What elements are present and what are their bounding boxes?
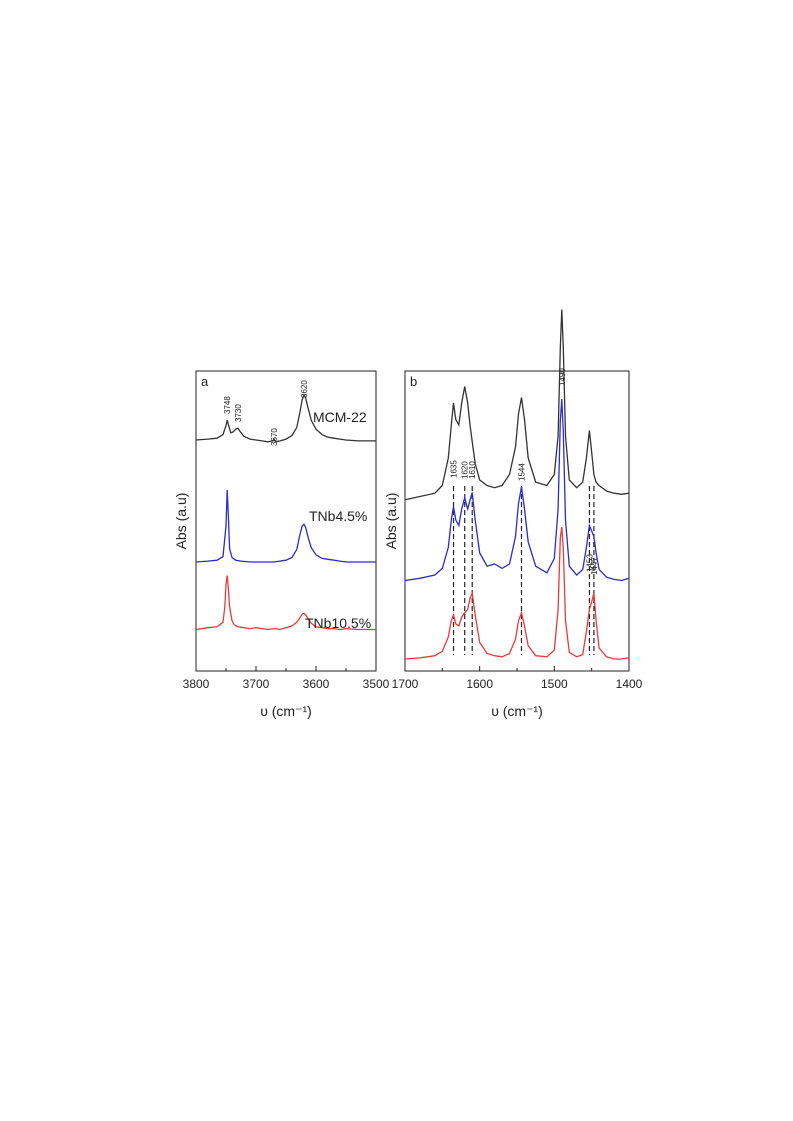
x-tick-label-a-0: 3800: [183, 677, 210, 691]
panel-b-label: b: [410, 374, 417, 389]
series-line-b-2: [404, 526, 630, 660]
panel-a-y-axis-label: Abs (a.u): [173, 493, 189, 550]
panel-a-label: a: [201, 374, 209, 389]
x-tick-label-b-0: 1700: [392, 677, 419, 691]
panel-b-y-axis-label: Abs (a.u): [383, 493, 399, 550]
panel-a-peak-labels: 3748 3730 3670 3620: [223, 380, 309, 446]
x-tick-label-b-1: 1600: [466, 677, 493, 691]
series-line-a-2: [195, 575, 376, 631]
panel-b-x-axis-label: υ (cm⁻¹): [491, 703, 543, 719]
x-tick-label-a-3: 3500: [363, 677, 390, 691]
peak-label-a-3670: 3670: [270, 428, 279, 446]
peak-label-b-1453: 1453: [585, 554, 594, 572]
panel-b-peak-markers: [452, 486, 595, 655]
peak-label-b-1447: 1447: [590, 557, 599, 575]
peak-label-a-3730: 3730: [234, 404, 243, 422]
series-label-tnb45: TNb4.5%: [309, 508, 367, 524]
peak-label-b-1635: 1635: [450, 460, 459, 478]
panel-a-spectra: [195, 393, 376, 631]
peak-label-a-3748: 3748: [223, 396, 232, 414]
series-line-b-0: [404, 309, 630, 501]
panel-a: a 3748 3730 3670 3620 MCM-22 TNb4.5% TNb10.…: [173, 370, 390, 719]
panel-a-x-axis-label: υ (cm⁻¹): [260, 703, 312, 719]
peak-label-b-1610: 1610: [468, 461, 477, 479]
series-line-b-1: [404, 398, 630, 582]
x-tick-label-b-2: 1500: [541, 677, 568, 691]
panel-b-spectra: [404, 309, 630, 660]
x-tick-label-b-3: 1400: [616, 677, 643, 691]
peak-label-b-1544: 1544: [518, 463, 527, 481]
panel-a-x-ticks: 3800 3700 3600 3500: [183, 666, 390, 691]
series-line-a-1: [195, 489, 376, 563]
series-line-a-0: [195, 393, 376, 443]
series-label-tnb105: TNb10.5%: [305, 615, 371, 631]
x-tick-label-a-1: 3700: [243, 677, 270, 691]
peak-label-b-1490: 1490: [558, 368, 567, 386]
x-tick-label-a-2: 3600: [303, 677, 330, 691]
panel-b-x-ticks: 1700 1600 1500 1400: [392, 666, 643, 691]
peak-label-a-3620: 3620: [300, 380, 309, 398]
peak-label-b-1620: 1620: [461, 461, 470, 479]
series-label-mcm22: MCM-22: [313, 409, 367, 425]
